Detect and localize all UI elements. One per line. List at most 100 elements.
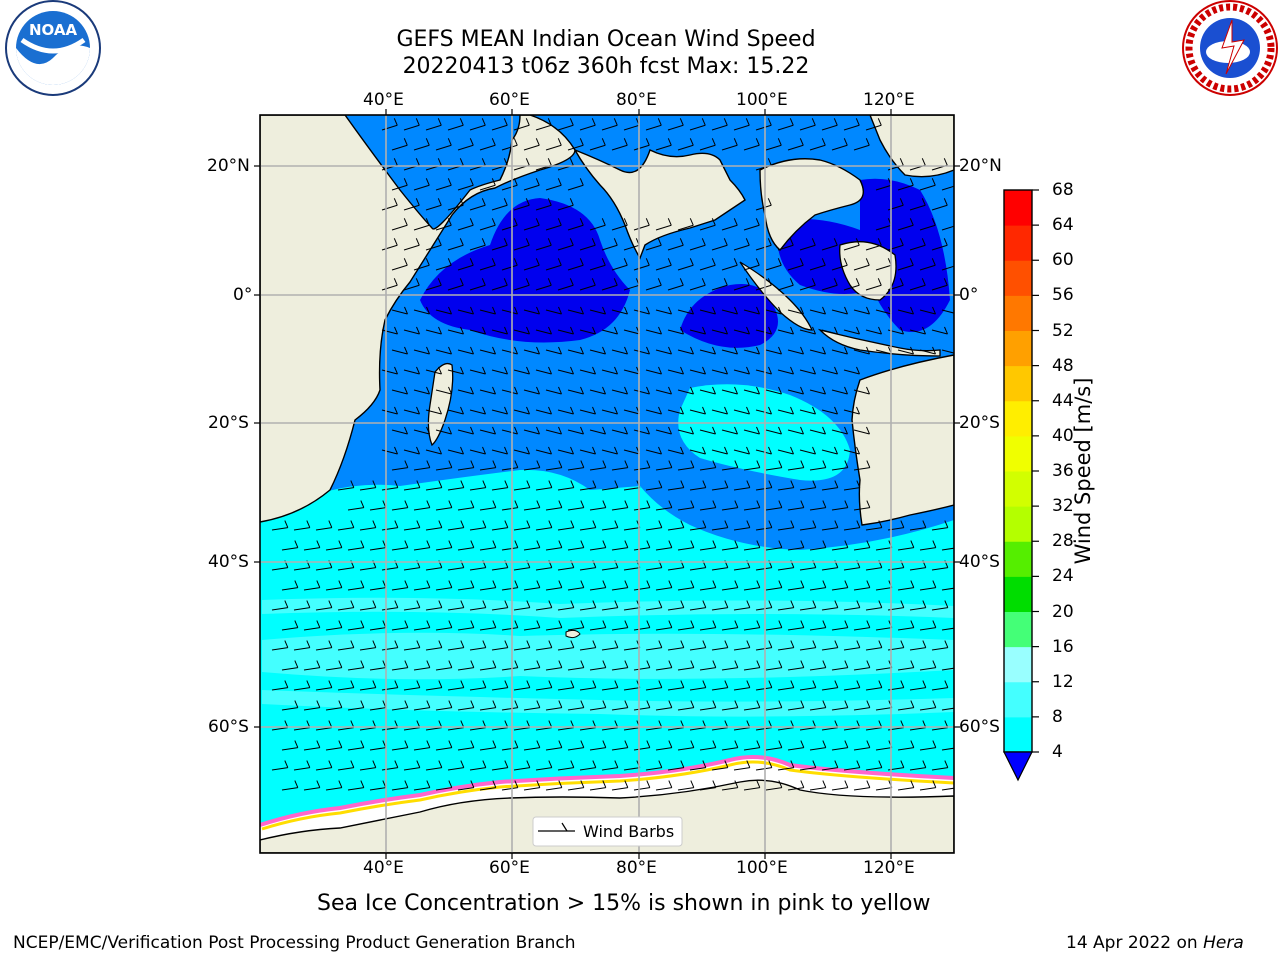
wind-barb-shaft [623, 767, 640, 771]
wind-barb-flag [856, 520, 861, 528]
wind-barb-flag [570, 366, 574, 375]
wind-barb-shaft [699, 587, 716, 591]
wind-barb-shaft [865, 329, 882, 335]
colorbar-tick-label: 12 [1052, 671, 1074, 692]
wind-barb-flag [822, 660, 827, 668]
wind-barb-flag [592, 366, 596, 375]
wind-barb-shaft [843, 284, 860, 291]
wind-barb-shaft [777, 527, 794, 531]
wind-barb-flag [469, 178, 474, 186]
wind-barb-shaft [831, 309, 848, 315]
wind-barb-flag [800, 740, 805, 748]
wind-barb-shaft [479, 507, 496, 511]
wind-barb-shaft [413, 587, 430, 591]
wind-barb-flag [416, 326, 420, 335]
wind-barb-shaft [875, 547, 892, 551]
wind-barb-flag [426, 540, 431, 548]
wind-barb-flag [426, 500, 431, 508]
wind-barb-flag [548, 366, 552, 375]
wind-barb-flag [394, 446, 398, 455]
wind-barb-shaft [645, 124, 662, 131]
wind-barb-flag [878, 680, 883, 688]
wind-barb-flag [844, 700, 849, 708]
wind-barb-flag [944, 600, 949, 608]
wind-barb-flag [724, 366, 728, 375]
wind-barb-shaft [909, 527, 926, 531]
wind-barb-flag [768, 406, 772, 415]
wind-barb-flag [866, 426, 870, 435]
wind-barb-shaft [435, 627, 452, 631]
wind-barb-shaft [501, 587, 518, 591]
wind-barb-flag [878, 760, 883, 768]
wind-barb-shaft [391, 309, 408, 315]
wind-barb-shaft [589, 309, 606, 315]
wind-barb-flag [579, 218, 584, 226]
wind-barb-shaft [359, 567, 376, 571]
wind-barb-flag [558, 620, 563, 628]
wind-barb-flag [679, 118, 684, 126]
graticule [260, 115, 954, 853]
wind-barb-flag [504, 366, 508, 375]
wind-barb-shaft [325, 747, 342, 751]
wind-barb-shaft [545, 144, 562, 151]
wind-barb-flag [712, 426, 716, 435]
wind-barb-shaft [513, 687, 530, 691]
lon-label-top-120e: 120°E [863, 90, 915, 110]
wind-barb-shaft [843, 727, 860, 731]
wind-barb-shaft [733, 727, 750, 731]
wind-barb-flag [570, 406, 574, 415]
wind-barb-flag [812, 600, 817, 608]
wind-barb-flag [492, 540, 497, 548]
wind-barb-shaft [469, 487, 486, 491]
wind-barb-shaft [897, 587, 914, 591]
wind-barb-flag [536, 460, 541, 468]
wind-barb-shaft [821, 647, 838, 651]
wind-barb-flag [724, 326, 728, 335]
wind-barb-shaft [557, 767, 574, 771]
wind-barb-shaft [765, 389, 782, 395]
wind-barb-shaft [567, 389, 584, 395]
wind-barb-shaft [403, 369, 420, 375]
wind-barb-shaft [491, 449, 508, 455]
wind-barb-shaft [271, 567, 288, 571]
wind-barb-shaft [601, 647, 618, 651]
wind-barb-shaft [711, 284, 728, 291]
wind-barb-flag [778, 306, 782, 315]
wind-barb-shaft [787, 587, 804, 591]
wind-barb-shaft [513, 124, 530, 131]
wind-barb-shaft [567, 144, 584, 151]
wind-barb-flag [481, 238, 486, 246]
wind-barb-shaft [821, 244, 838, 251]
wind-barb-shaft [435, 547, 452, 551]
wind-barb-shaft [721, 429, 738, 435]
wind-barb-flag [482, 480, 487, 488]
wind-barb-shaft [315, 527, 332, 531]
wind-barb-shaft [567, 429, 584, 435]
wind-barb-shaft [667, 607, 684, 611]
wind-barb-shaft [271, 767, 288, 771]
wind-barb-shaft [919, 667, 936, 671]
wind-barb-shaft [479, 587, 496, 591]
wind-barb-shaft [843, 329, 860, 335]
wind-barb-flag [900, 680, 905, 688]
wind-barb-flag [800, 426, 804, 435]
wind-barb-flag [525, 238, 530, 246]
wind-barb-flag [843, 258, 848, 266]
legend-label: Wind Barbs [583, 822, 674, 841]
wind-barb-shaft [535, 204, 552, 211]
footer-date: 14 Apr 2022 on Hera [1066, 933, 1244, 953]
wind-barb-shaft [667, 124, 684, 131]
wind-barb-shaft [579, 767, 596, 771]
wind-barb-shaft [853, 309, 870, 315]
wind-barb-flag [503, 238, 508, 246]
wind-barb-shaft [787, 507, 804, 511]
wind-barb-flag [756, 500, 761, 508]
wind-barb-flag [755, 258, 760, 266]
wind-barb-flag [690, 346, 694, 355]
wind-barb-flag [294, 580, 299, 588]
wind-barb-shaft [721, 349, 738, 355]
wind-barb-shaft [391, 184, 408, 191]
wind-barb-flag [460, 600, 465, 608]
wind-barb-flag [404, 780, 409, 788]
wind-barb-flag [459, 238, 464, 246]
